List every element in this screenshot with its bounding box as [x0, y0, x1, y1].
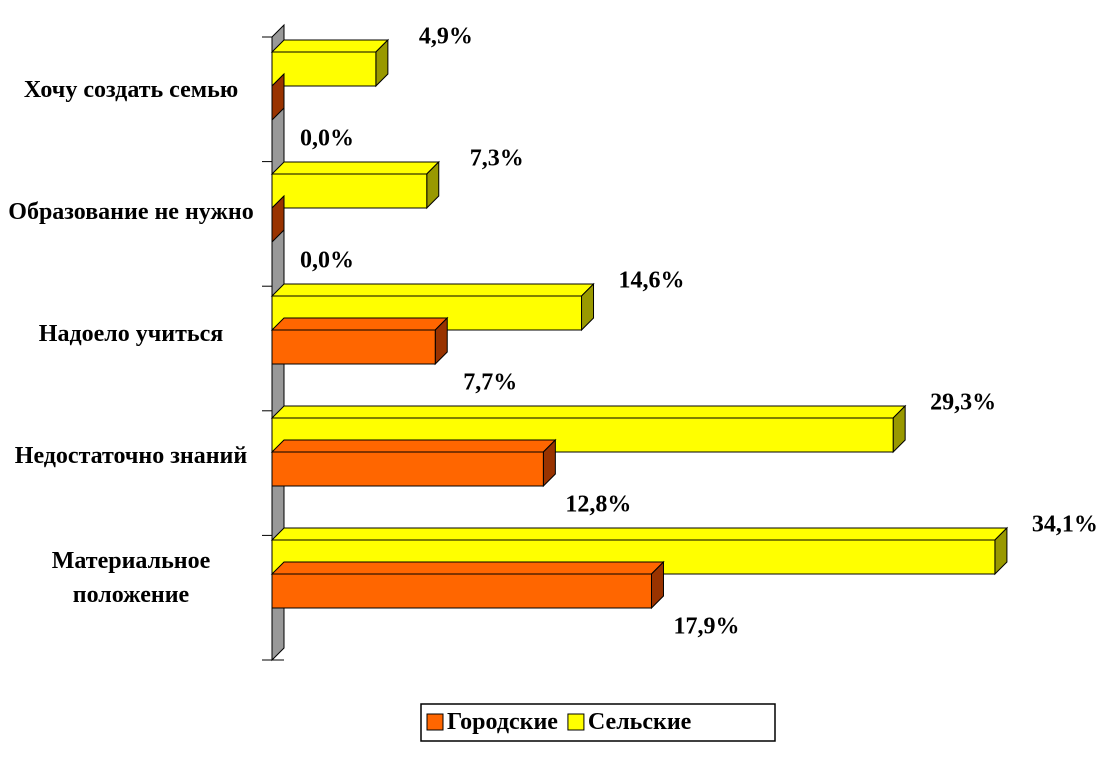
bar-side: [271, 72, 285, 122]
bar: [271, 573, 652, 609]
value-label: 7,7%: [463, 370, 517, 396]
value-label: 0,0%: [300, 248, 354, 274]
category-label: Образование не нужно: [8, 199, 254, 225]
value-label: 14,6%: [619, 268, 685, 294]
bar: [271, 329, 436, 365]
bar-side: [271, 194, 285, 244]
value-label: 12,8%: [565, 492, 631, 518]
bar: [271, 51, 377, 87]
bar: [271, 173, 428, 209]
bar-top: [270, 317, 449, 331]
category-label: Хочу создать семью: [23, 77, 239, 103]
bar-top: [270, 161, 440, 175]
bar: [271, 451, 544, 487]
legend-swatch: [426, 713, 444, 731]
category-label: Недостаточно знаний: [14, 443, 248, 469]
value-label: 4,9%: [419, 24, 473, 50]
legend-label: Сельские: [588, 709, 692, 735]
category-label: Материальное положение: [51, 548, 211, 608]
value-label: 29,3%: [930, 390, 996, 416]
bar-top: [270, 439, 557, 453]
legend-swatch: [567, 713, 585, 731]
bar-top: [270, 527, 1009, 541]
value-label: 7,3%: [470, 146, 524, 172]
bar-top: [270, 283, 595, 297]
bar-top: [270, 39, 390, 53]
bar-top: [270, 405, 907, 419]
category-label: Надоело учиться: [38, 321, 224, 347]
legend-box: [420, 703, 776, 742]
value-label: 34,1%: [1032, 512, 1098, 538]
value-label: 17,9%: [673, 614, 739, 640]
value-label: 0,0%: [300, 126, 354, 152]
bar-top: [270, 561, 665, 575]
legend-label: Городские: [447, 709, 558, 735]
